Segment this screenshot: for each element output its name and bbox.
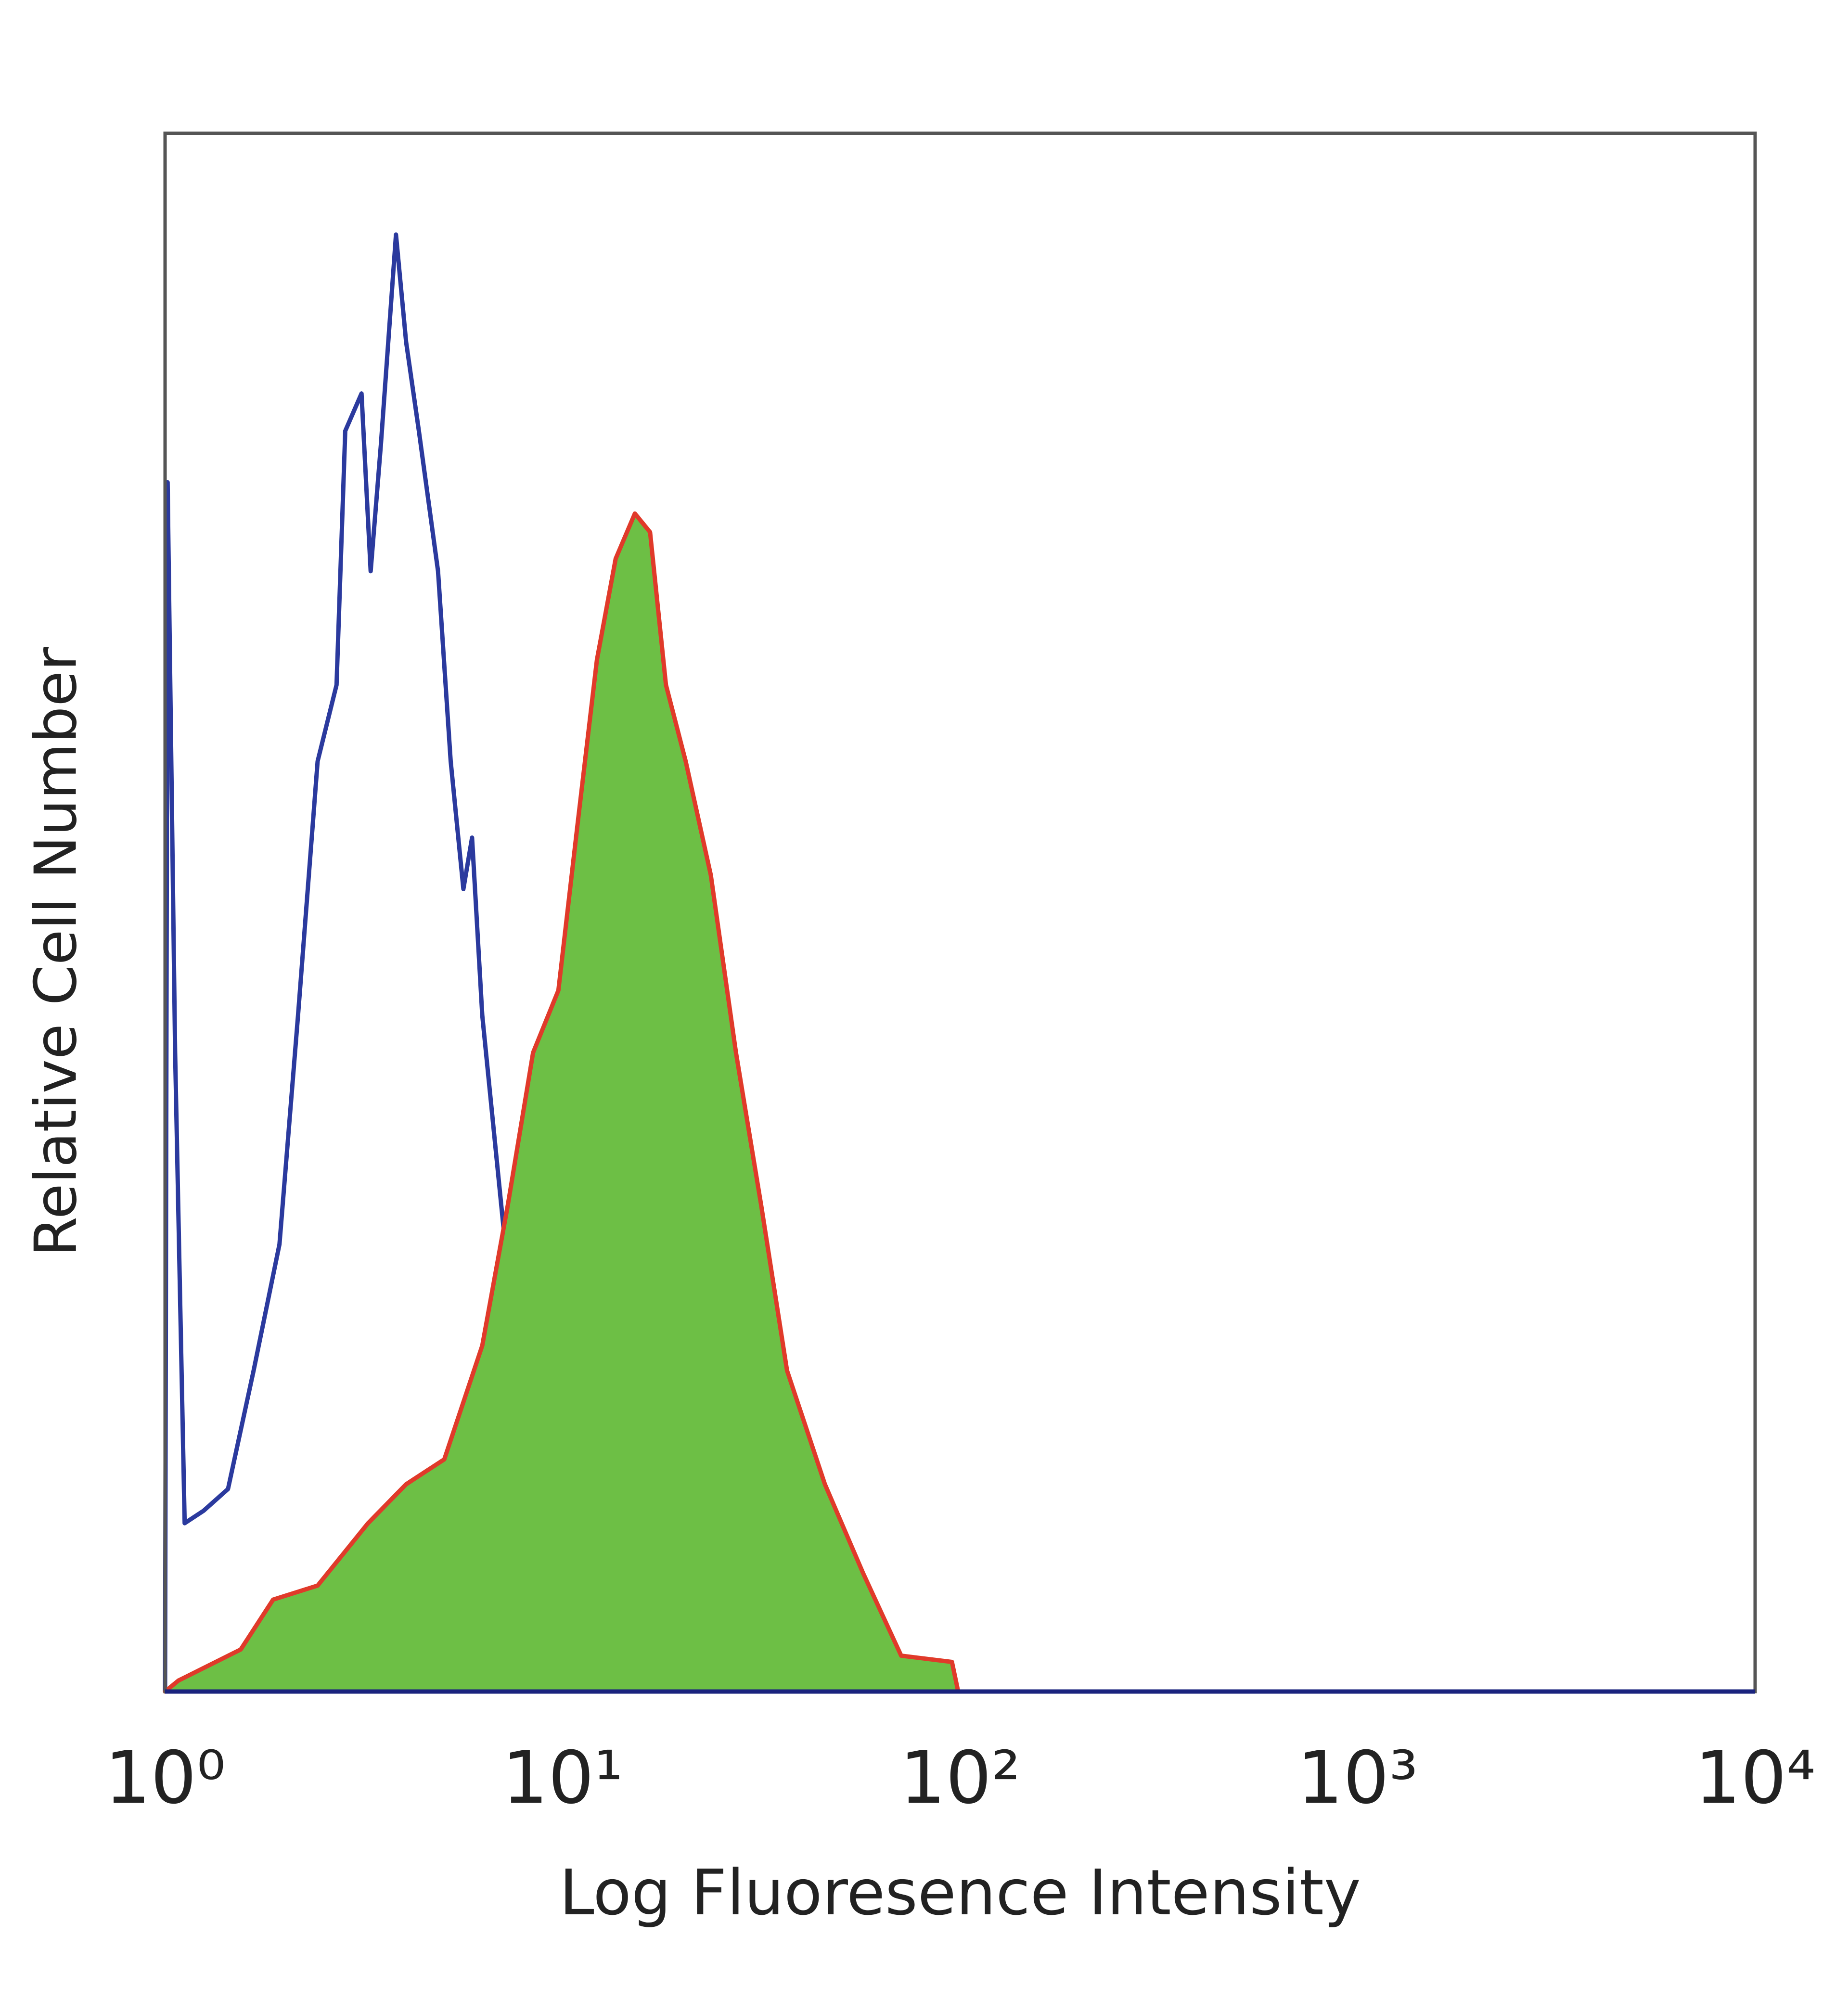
x-tick-label: 10³ (1297, 1736, 1418, 1820)
y-axis-label: Relative Cell Number (23, 647, 90, 1256)
x-tick-label: 10⁴ (1694, 1736, 1815, 1820)
x-tick-label: 10⁰ (104, 1736, 225, 1820)
plot-frame (163, 131, 1757, 1693)
x-axis-label: Log Fluoresence Intensity (559, 1856, 1361, 1929)
x-tick-label: 10¹ (502, 1736, 623, 1820)
x-tick-label: 10² (899, 1736, 1020, 1820)
histogram-area (163, 511, 961, 1694)
histogram-line (163, 232, 1755, 1694)
